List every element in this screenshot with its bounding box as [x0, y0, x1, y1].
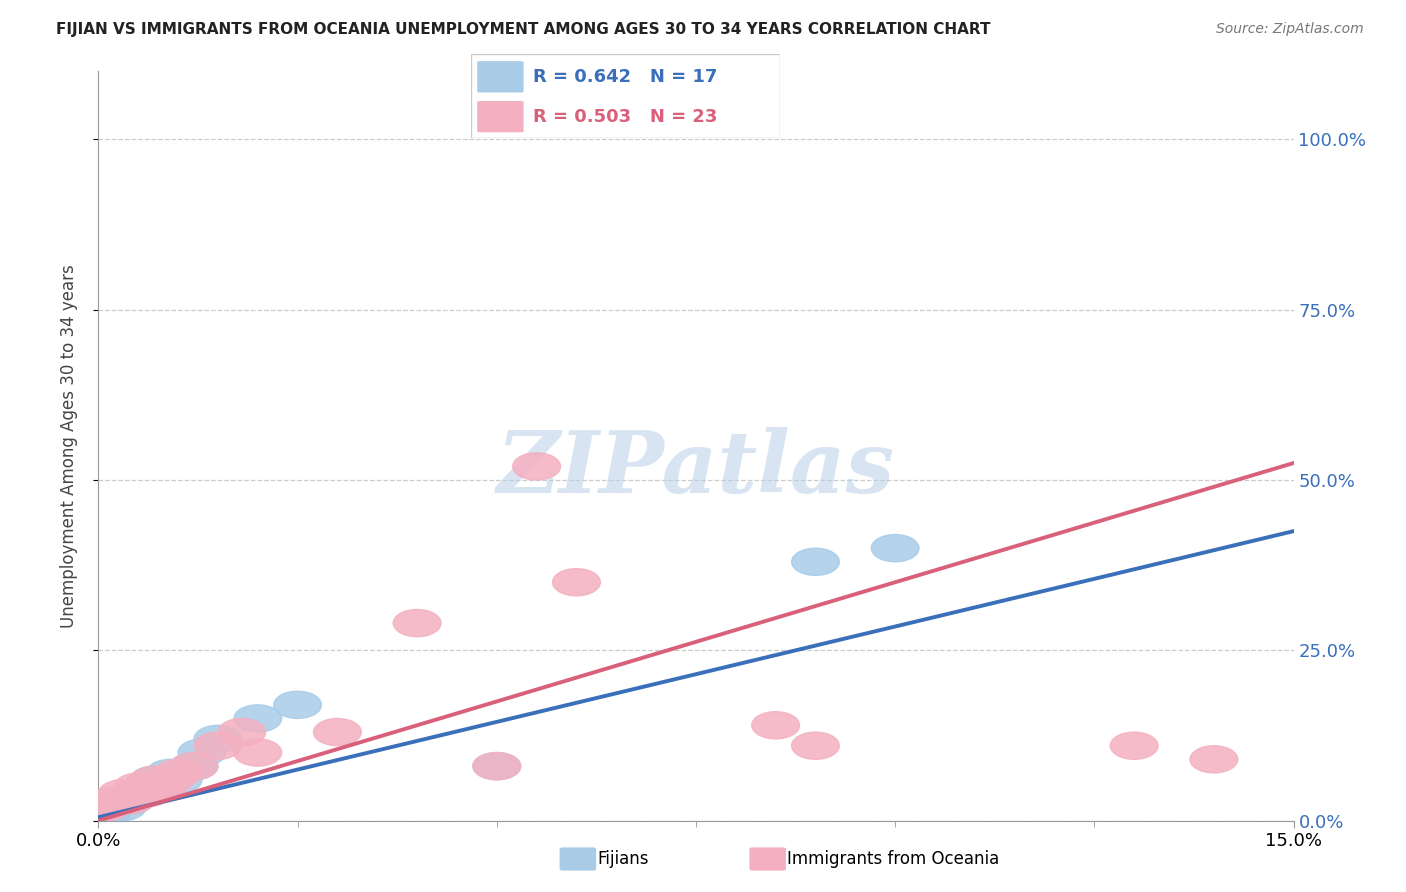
Ellipse shape [107, 787, 155, 814]
Ellipse shape [107, 787, 155, 814]
Ellipse shape [314, 718, 361, 746]
Ellipse shape [752, 712, 800, 739]
Text: ZIPatlas: ZIPatlas [496, 426, 896, 510]
Ellipse shape [194, 732, 242, 759]
Ellipse shape [122, 773, 170, 800]
Ellipse shape [872, 534, 920, 562]
Ellipse shape [233, 739, 281, 766]
Ellipse shape [146, 759, 194, 787]
Text: R = 0.642   N = 17: R = 0.642 N = 17 [533, 68, 717, 86]
Ellipse shape [218, 718, 266, 746]
Ellipse shape [98, 780, 146, 807]
Ellipse shape [90, 787, 138, 814]
Ellipse shape [472, 753, 520, 780]
Ellipse shape [114, 773, 162, 800]
Ellipse shape [98, 793, 146, 821]
Ellipse shape [233, 705, 281, 732]
FancyBboxPatch shape [471, 54, 780, 138]
Ellipse shape [170, 753, 218, 780]
Text: Immigrants from Oceania: Immigrants from Oceania [787, 850, 1000, 868]
Ellipse shape [131, 766, 179, 793]
Ellipse shape [194, 725, 242, 753]
Ellipse shape [513, 453, 561, 480]
Ellipse shape [792, 549, 839, 575]
Ellipse shape [138, 773, 186, 800]
Ellipse shape [170, 753, 218, 780]
Ellipse shape [1111, 732, 1159, 759]
Text: Fijians: Fijians [598, 850, 650, 868]
Text: FIJIAN VS IMMIGRANTS FROM OCEANIA UNEMPLOYMENT AMONG AGES 30 TO 34 YEARS CORRELA: FIJIAN VS IMMIGRANTS FROM OCEANIA UNEMPL… [56, 22, 991, 37]
Ellipse shape [146, 766, 194, 793]
Ellipse shape [155, 759, 202, 787]
Ellipse shape [472, 753, 520, 780]
Ellipse shape [122, 780, 170, 807]
Ellipse shape [131, 766, 179, 793]
Ellipse shape [792, 732, 839, 759]
Y-axis label: Unemployment Among Ages 30 to 34 years: Unemployment Among Ages 30 to 34 years [59, 264, 77, 628]
Ellipse shape [394, 609, 441, 637]
Ellipse shape [553, 568, 600, 596]
Ellipse shape [138, 773, 186, 800]
Ellipse shape [274, 691, 322, 718]
Ellipse shape [155, 766, 202, 793]
Ellipse shape [114, 780, 162, 807]
Ellipse shape [83, 800, 131, 828]
Ellipse shape [179, 739, 226, 766]
Ellipse shape [83, 793, 131, 821]
Ellipse shape [1189, 746, 1237, 773]
Text: Source: ZipAtlas.com: Source: ZipAtlas.com [1216, 22, 1364, 37]
Text: R = 0.503   N = 23: R = 0.503 N = 23 [533, 108, 717, 126]
FancyBboxPatch shape [477, 62, 523, 93]
FancyBboxPatch shape [477, 101, 523, 132]
